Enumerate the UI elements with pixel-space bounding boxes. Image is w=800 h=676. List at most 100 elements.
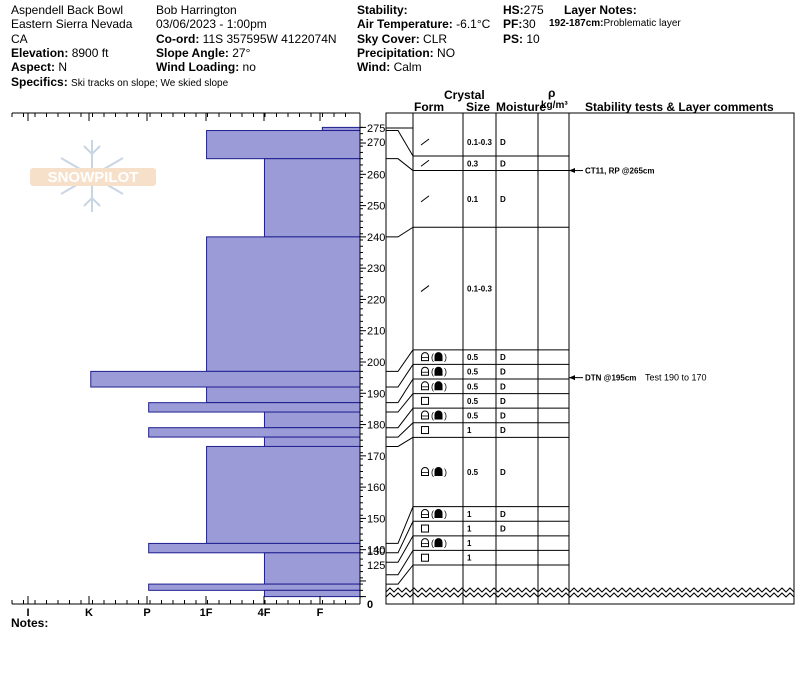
- layer-note: 192-187cm:Problematic layer: [549, 18, 681, 29]
- decomposing-particles-icon: [420, 138, 430, 146]
- height-zero-label: 0: [367, 599, 373, 611]
- layer-connector: [386, 130, 414, 157]
- layer-moisture: D: [500, 426, 506, 435]
- height-label-125: 125: [367, 560, 385, 572]
- layer-row: 0.5 D: [421, 396, 506, 406]
- height-label-220: 220: [367, 294, 385, 306]
- layer-connector: [386, 506, 414, 544]
- height-label-170: 170: [367, 451, 385, 463]
- layer-row: () 0.5 D: [421, 352, 506, 362]
- layer-connector: [386, 550, 414, 576]
- hardness-bar: [206, 236, 361, 372]
- layer-table-frame: [385, 112, 795, 605]
- layer-connector: [386, 564, 414, 585]
- layer-moisture: D: [500, 525, 506, 534]
- layer-cells: 0.1-0.3 D 0.3 D 0.1 D 0.1-0.3 () 0.5 D () 0.5 D () 0.5…: [420, 138, 506, 563]
- layer-connector: [386, 407, 414, 429]
- stability-test-label: DTN @195cm: [585, 374, 636, 383]
- decomposing-particles-icon: [420, 285, 430, 292]
- moisture-header: Moisture: [496, 100, 547, 114]
- layer-size: 1: [467, 510, 472, 519]
- layer-size: 0.1: [467, 195, 479, 204]
- hardness-bar: [206, 386, 361, 404]
- paren: ): [444, 381, 447, 391]
- layer-moisture: D: [500, 159, 506, 168]
- layer-moisture: D: [500, 353, 506, 362]
- rounding-faceted-icon: (): [421, 538, 447, 548]
- height-ticks: [360, 126, 366, 598]
- layer-size: 1: [467, 539, 472, 548]
- stability-tests: CT11, RP @265cm DTN @195cm Test 190 to 170: [569, 167, 707, 383]
- hardness-label-4F: 4F: [258, 607, 271, 619]
- date-time: 03/06/2023 - 1:00pm: [156, 17, 267, 31]
- form-header: Form: [414, 100, 444, 114]
- layer-moisture: D: [500, 411, 506, 420]
- depth-break-zigzag: [385, 587, 795, 598]
- rounding-faceted-icon: (): [421, 410, 447, 420]
- hardness-bar: [263, 158, 361, 238]
- aspect: Aspect: N: [11, 60, 68, 74]
- layer-size: 1: [467, 525, 472, 534]
- layer-notes-label: Layer Notes:: [564, 3, 637, 17]
- rounding-faceted-icon: (): [421, 381, 447, 391]
- paren: ): [444, 367, 447, 377]
- layer-moisture: D: [500, 468, 506, 477]
- height-label-160: 160: [367, 482, 385, 494]
- rounding-faceted-icon: (): [421, 352, 447, 362]
- paren: ): [444, 538, 447, 548]
- layer-connector: [386, 393, 414, 413]
- height-label-260: 260: [367, 169, 385, 181]
- layer-size: 0.5: [467, 368, 479, 377]
- height-label-200: 200: [367, 357, 385, 369]
- hardness-bar: [90, 370, 361, 388]
- snow-height: HS:275: [503, 3, 544, 17]
- hardness-label-P: P: [143, 607, 150, 619]
- paren: (: [431, 410, 434, 420]
- wind-loading: Wind Loading: no: [156, 60, 256, 74]
- decomposing-particles-icon: [420, 159, 430, 167]
- hardness-axis-labels: I K P 1F 4F F: [26, 607, 323, 619]
- layer-size: 0.5: [467, 353, 479, 362]
- paren: (: [431, 538, 434, 548]
- height-label-270: 270: [367, 137, 385, 149]
- stability-test: CT11, RP @265cm: [569, 167, 654, 176]
- hardness-bar: [263, 552, 361, 585]
- layer-connector: [386, 349, 414, 372]
- layer-connector: [386, 436, 414, 447]
- hardness-label-1F: 1F: [200, 607, 213, 619]
- ski-penetration: PS: 10: [503, 32, 540, 46]
- layer-row: 0.3 D: [420, 159, 506, 168]
- layer-size: 0.5: [467, 468, 479, 477]
- size-header: Size: [466, 100, 491, 114]
- layer-size: 0.1-0.3: [467, 138, 492, 147]
- hardness-bar: [148, 583, 361, 591]
- hardness-bottom-ticks: [11, 596, 346, 604]
- paren: ): [444, 467, 447, 477]
- hardness-bar: [263, 436, 361, 447]
- elevation: Elevation: 8900 ft: [11, 46, 109, 60]
- layer-row: 0.1-0.3: [420, 285, 492, 294]
- hardness-label-I: I: [26, 607, 29, 619]
- layer-row: () 0.5 D: [421, 381, 506, 391]
- layer-row: () 0.5 D: [421, 367, 506, 377]
- layer-moisture: D: [500, 368, 506, 377]
- hardness-bar: [263, 589, 361, 598]
- height-axis-labels: 275 270 260 250 240 230 220 210 200 190 180 170 160 1…: [367, 123, 385, 572]
- mountain-range: Eastern Sierra Nevada: [11, 17, 133, 31]
- faceted-crystal-icon: [421, 553, 429, 562]
- layer-row: () 0.5 D: [421, 467, 506, 477]
- hardness-bar: [148, 427, 361, 438]
- height-label-180: 180: [367, 420, 385, 432]
- crystal-header: Crystal: [444, 88, 485, 102]
- state: CA: [11, 32, 28, 46]
- paren: ): [444, 410, 447, 420]
- layer-connector: [386, 535, 414, 563]
- faceted-crystal-icon: [421, 426, 429, 435]
- hardness-label-K: K: [85, 607, 93, 619]
- height-label-230: 230: [367, 263, 385, 275]
- layer-size: 0.5: [467, 397, 479, 406]
- height-label-210: 210: [367, 326, 385, 338]
- height-label-275: 275: [367, 123, 385, 135]
